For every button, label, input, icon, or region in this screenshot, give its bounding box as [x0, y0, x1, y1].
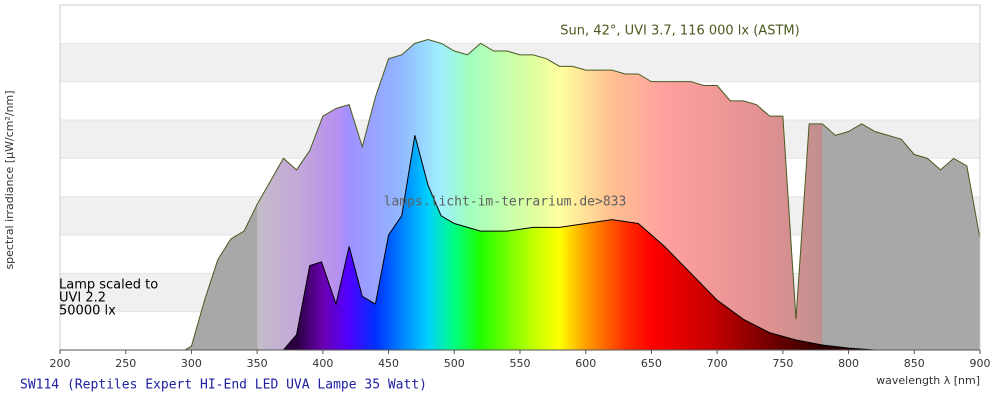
x-tick-label: 750 [772, 357, 793, 370]
x-tick-label: 400 [312, 357, 333, 370]
x-tick-label: 550 [510, 357, 531, 370]
x-tick-label: 800 [838, 357, 859, 370]
x-tick-label: 700 [707, 357, 728, 370]
plot [184, 38, 981, 351]
x-tick-label: 650 [641, 357, 662, 370]
spectrum-line [184, 38, 981, 351]
annotation: Lamp scaled to [59, 278, 158, 293]
annotation: 50000 lx [59, 304, 116, 319]
watermark: lamps.licht-im-terrarium.de>833 [384, 195, 627, 210]
x-tick-label: 500 [444, 357, 465, 370]
annotation: UVI 2.2 [59, 291, 106, 306]
x-tick-label: 600 [575, 357, 596, 370]
x-tick-label: 300 [181, 357, 202, 370]
y-axis-label: spectral irradiance [µW/cm²/nm] [3, 90, 16, 269]
x-tick-label: 850 [904, 357, 925, 370]
sun-label: Sun, 42°, UVI 3.7, 116 000 lx (ASTM) [560, 24, 799, 39]
spectrum-line [283, 135, 875, 351]
x-tick-label: 900 [970, 357, 991, 370]
x-tick-label: 450 [378, 357, 399, 370]
x-tick-label: 350 [247, 357, 268, 370]
x-tick-label: 250 [115, 357, 136, 370]
spectrum-area [283, 135, 875, 350]
x-axis-label: wavelength λ [nm] [876, 374, 980, 387]
x-tick-label: 200 [50, 357, 71, 370]
footer: SW114 (Reptiles Expert HI-End LED UVA La… [20, 378, 427, 393]
